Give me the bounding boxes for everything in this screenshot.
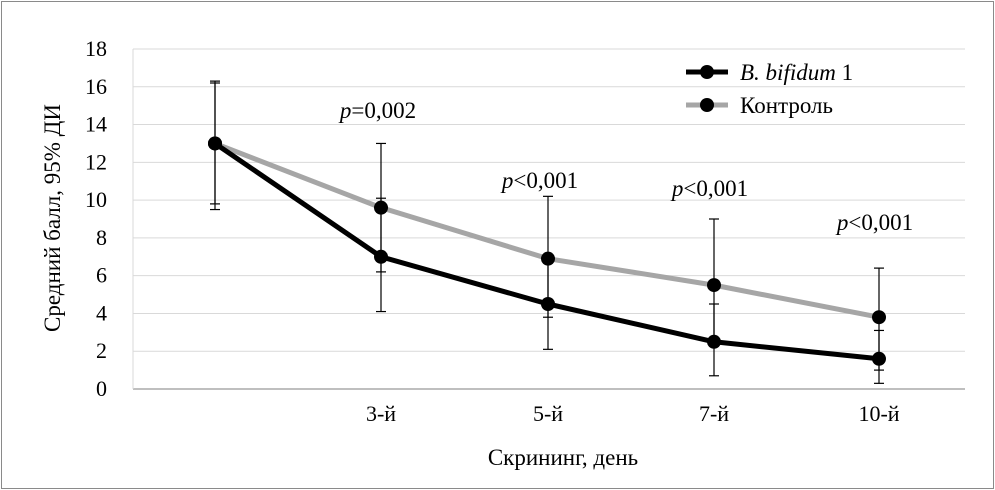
y-axis-ticks: 0 2 4 6 8 10 12 14 16 18	[85, 36, 107, 401]
y-tick-label: 12	[85, 149, 107, 174]
y-axis-label: Средний балл, 95% ДИ	[40, 104, 65, 332]
y-tick-label: 14	[85, 112, 107, 137]
y-tick-label: 18	[85, 36, 107, 61]
p-value-label: p<0,001	[500, 168, 578, 193]
series-points	[208, 136, 886, 366]
y-tick-label: 2	[96, 338, 107, 363]
data-point-control	[872, 310, 886, 325]
data-point-control	[541, 251, 555, 266]
p-value-label: p=0,002	[338, 98, 416, 123]
data-point-bifidum	[872, 351, 886, 366]
y-tick-label: 8	[96, 225, 107, 250]
legend: B. bifidum 1 Контроль	[686, 60, 853, 118]
x-tick-label: 10-й	[858, 401, 899, 426]
y-tick-label: 10	[85, 187, 107, 212]
y-tick-label: 4	[96, 300, 107, 325]
x-axis-label: Скрининг, день	[488, 445, 638, 470]
y-tick-label: 16	[85, 74, 107, 99]
x-axis-ticks: 3-й 5-й 7-й 10-й	[366, 401, 900, 426]
error-bars	[210, 80, 884, 384]
p-value-label: p<0,001	[670, 176, 748, 201]
y-tick-label: 0	[96, 376, 107, 401]
grid-lines	[132, 48, 965, 390]
data-point-control	[374, 200, 388, 215]
data-point-bifidum	[208, 136, 222, 151]
p-value-label: p<0,001	[835, 210, 913, 235]
data-point-bifidum	[707, 334, 721, 349]
data-point-control	[707, 278, 721, 293]
x-tick-label: 3-й	[366, 401, 396, 426]
legend-label-bifidum: B. bifidum 1	[740, 60, 853, 85]
data-point-bifidum	[374, 249, 388, 264]
data-point-bifidum	[541, 297, 555, 311]
legend-label-control: Контроль	[740, 93, 833, 118]
x-tick-label: 5-й	[533, 401, 563, 426]
p-value-annotations: p=0,002 p<0,001 p<0,001 p<0,001	[338, 98, 913, 235]
y-tick-label: 6	[96, 263, 107, 288]
legend-marker-control	[700, 98, 714, 112]
legend-marker-bifidum	[700, 65, 714, 79]
x-tick-label: 7-й	[699, 401, 729, 426]
